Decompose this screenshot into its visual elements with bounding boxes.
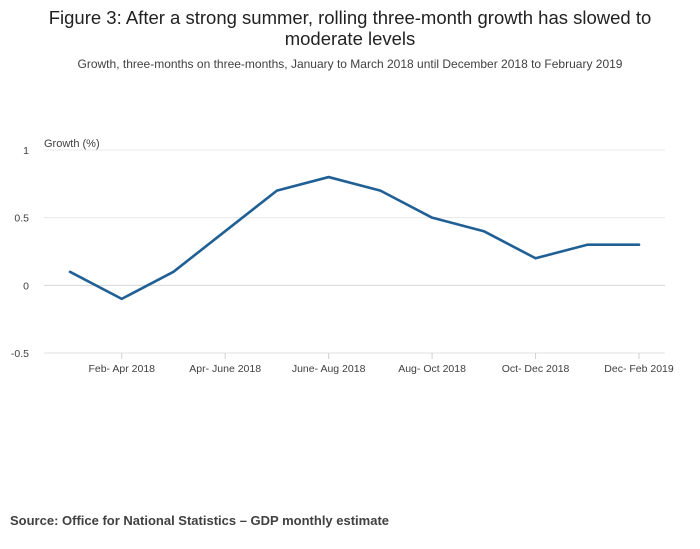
x-axis: Feb- Apr 2018 Apr- June 2018 June- Aug 201… xyxy=(44,352,674,375)
gridlines xyxy=(44,149,665,354)
series-line xyxy=(68,175,641,301)
source-note: Source: Office for National Statistics –… xyxy=(10,513,390,528)
y-axis-title: Growth (%) xyxy=(44,138,100,150)
y-tick-label: 0 xyxy=(23,280,29,292)
y-axis-ticks: -0.5 0 0.5 1 xyxy=(11,145,29,360)
x-tick-label: Aug- Oct 2018 xyxy=(398,363,466,375)
series xyxy=(68,175,641,301)
x-tick-label: Apr- June 2018 xyxy=(189,363,261,375)
x-tick-label: Feb- Apr 2018 xyxy=(88,363,155,375)
chart-title: Figure 3: After a strong summer, rolling… xyxy=(48,7,652,49)
x-tick-label: Oct- Dec 2018 xyxy=(502,363,570,375)
y-tick-label: 0.5 xyxy=(14,213,29,225)
y-tick-label: 1 xyxy=(23,145,29,157)
x-tick-label: June- Aug 2018 xyxy=(292,363,366,375)
y-tick-label: -0.5 xyxy=(11,348,29,360)
x-tick-label: Dec- Feb 2019 xyxy=(604,363,674,375)
chart-subtitle: Growth, three-months on three-months, Ja… xyxy=(77,57,623,71)
